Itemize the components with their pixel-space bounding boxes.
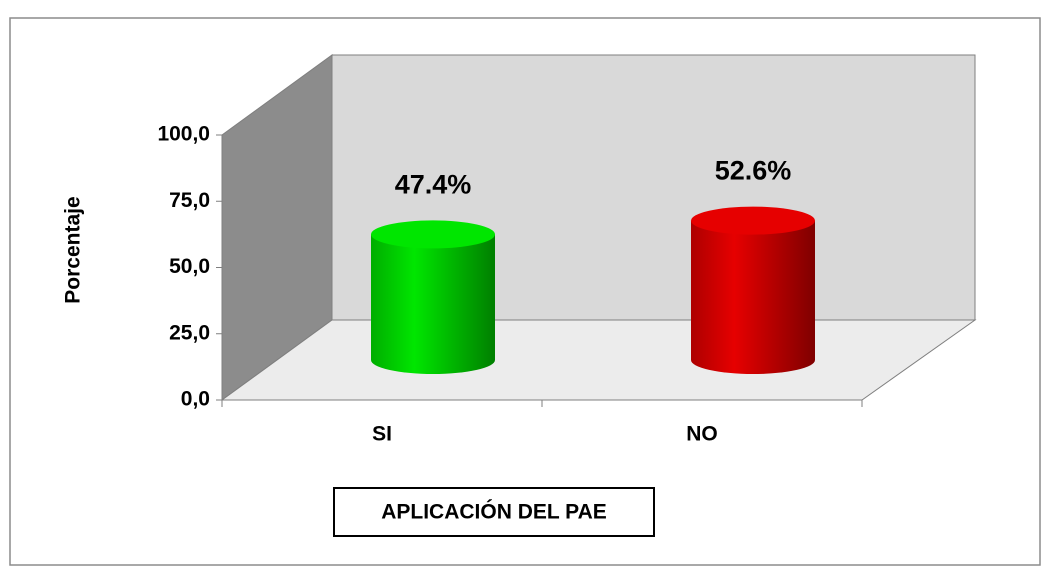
cylinder-top [691,206,815,235]
cylinder-top [371,220,495,249]
floor [220,319,977,401]
y-tick-label: 75,0 [169,189,210,212]
value-label: 47.4% [395,170,472,200]
cylinder [371,234,495,374]
value-label: 52.6% [715,156,792,186]
y-tick-label: 100,0 [157,123,210,146]
x-tick-label: SI [372,423,392,446]
x-axis-title-box [333,487,655,537]
y-axis-title: Porcentaje [62,196,85,303]
y-tick-label: 50,0 [169,255,210,278]
x-axis-title: APLICACIÓN DEL PAE [381,500,607,524]
y-tick-label: 25,0 [169,321,210,344]
cylinder [691,220,815,374]
y-tick-label: 0,0 [181,388,210,411]
x-tick-label: NO [686,423,718,446]
